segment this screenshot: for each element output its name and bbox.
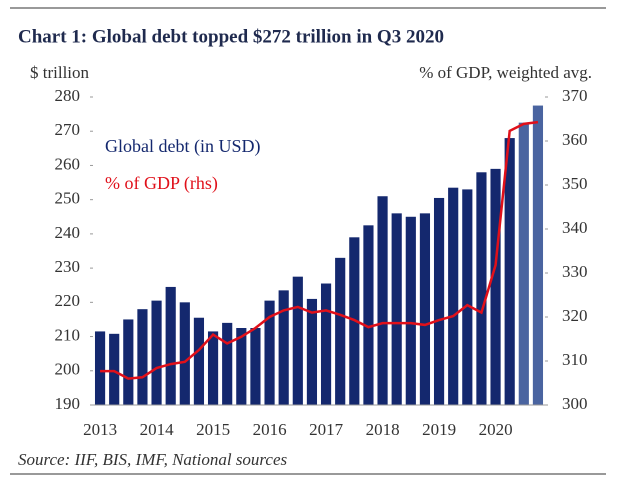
y2-tick-label: 350 bbox=[562, 174, 588, 193]
bar bbox=[391, 213, 402, 405]
y-tick-label: 270 bbox=[55, 120, 81, 139]
bar bbox=[264, 300, 275, 405]
bar bbox=[405, 216, 416, 405]
bar bbox=[109, 333, 120, 405]
x-tick-label: 2015 bbox=[196, 420, 230, 439]
y-tick-label: 220 bbox=[55, 291, 81, 310]
y2-tick-label: 330 bbox=[562, 262, 588, 281]
y-tick-label: 200 bbox=[55, 360, 81, 379]
y2-tick-label: 320 bbox=[562, 306, 588, 325]
line bbox=[100, 120, 539, 380]
y-tick-label: 280 bbox=[55, 86, 81, 105]
bar bbox=[236, 328, 247, 405]
x-tick-label: 2019 bbox=[422, 420, 456, 439]
y-tick-label: 260 bbox=[55, 154, 81, 173]
y-tick-label: 210 bbox=[55, 325, 81, 344]
x-tick-label: 2018 bbox=[366, 420, 400, 439]
bar bbox=[179, 302, 190, 405]
bar bbox=[518, 122, 529, 406]
chart-title: Chart 1: Global debt topped $272 trillio… bbox=[18, 26, 444, 47]
y2-axis-label: % of GDP, weighted avg. bbox=[419, 63, 592, 82]
x-tick-label: 2016 bbox=[253, 420, 287, 439]
bar bbox=[532, 105, 544, 406]
bar bbox=[462, 189, 473, 405]
bar bbox=[123, 319, 134, 405]
bar bbox=[476, 172, 487, 405]
bar bbox=[292, 276, 303, 405]
y2-tick-label: 370 bbox=[562, 86, 588, 105]
y2-tick-label: 340 bbox=[562, 218, 588, 237]
y-tick-label: 190 bbox=[55, 394, 81, 413]
bar bbox=[207, 331, 219, 405]
bar bbox=[250, 328, 261, 405]
bar bbox=[165, 286, 176, 405]
bar bbox=[504, 138, 515, 406]
bar bbox=[335, 257, 346, 405]
x-tick-label: 2017 bbox=[309, 420, 344, 439]
x-tick-label: 2020 bbox=[479, 420, 513, 439]
source: Source: IIF, BIS, IMF, National sources bbox=[18, 450, 288, 469]
bar bbox=[94, 331, 106, 405]
y-axis-label: $ trillion bbox=[30, 63, 90, 82]
bar bbox=[419, 213, 431, 405]
legend-bar: Global debt (in USD) bbox=[105, 136, 260, 157]
bar bbox=[193, 317, 205, 405]
bar bbox=[448, 187, 459, 405]
x-tick-label: 2014 bbox=[140, 420, 175, 439]
y2-tick-label: 310 bbox=[562, 350, 588, 369]
y-tick-label: 230 bbox=[55, 257, 81, 276]
y-tick-label: 250 bbox=[55, 189, 81, 208]
y-tick-label: 240 bbox=[55, 223, 81, 242]
legend-line: % of GDP (rhs) bbox=[105, 173, 218, 194]
bar bbox=[222, 322, 233, 405]
bar bbox=[490, 168, 501, 405]
y2-tick-label: 300 bbox=[562, 394, 588, 413]
bar bbox=[377, 196, 388, 405]
bar bbox=[363, 225, 374, 405]
bar bbox=[137, 309, 148, 405]
bar bbox=[306, 298, 318, 405]
bar bbox=[320, 283, 332, 405]
y2-tick-label: 360 bbox=[562, 130, 588, 149]
bar bbox=[433, 197, 445, 405]
bar bbox=[278, 290, 289, 405]
bar bbox=[151, 300, 162, 405]
x-tick-label: 2013 bbox=[83, 420, 117, 439]
